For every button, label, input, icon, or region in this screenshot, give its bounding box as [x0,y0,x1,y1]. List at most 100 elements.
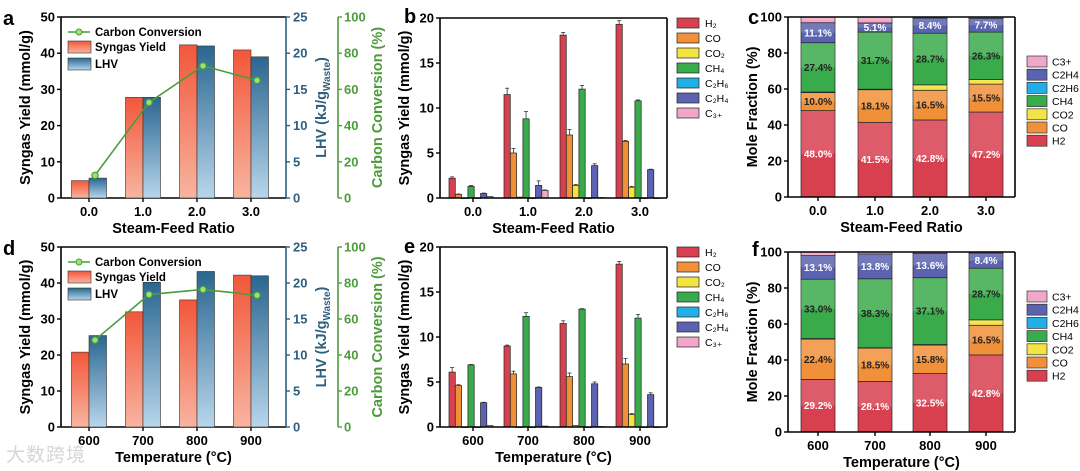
bar-ch4 [634,317,642,428]
segment-highlight [913,90,947,106]
y-tick-label: 15 [420,56,434,71]
segment-highlight [801,379,835,406]
x-tick-label: 2.0 [575,204,593,219]
bar-syngas-yield [233,49,252,199]
panel-c: 48.0% 10.0% 27.4% 11.1% 41.5% 18.1% 31.7% 5.1% 4… [745,7,1079,236]
legend-label: H2 [1052,371,1066,383]
segment-highlight [969,112,1003,155]
segment-co [968,83,1004,113]
x-axis-title: Temperature (°C) [495,450,612,466]
line-carbon-conversion [94,65,258,176]
segment-label: 15.5% [972,94,1000,105]
segment-co [857,89,893,123]
y-tick-label: 0 [427,191,434,206]
segment-highlight [913,373,947,403]
legend-label: C₃₊ [705,337,723,349]
legend-label: CO [705,262,721,274]
segment-highlight [858,22,892,28]
bar-syngas-yield [179,299,198,428]
segment-co [968,324,1004,356]
bar-c2h4 [480,402,488,428]
panel-letter: c [748,7,759,29]
segment-highlight [801,17,835,20]
legend-label: CO [1052,123,1068,135]
legend-swatch [1026,134,1048,147]
x-axis-title: Steam-Feed Ratio [492,221,615,237]
segment-highlight [858,278,892,314]
segment-highlight [801,252,835,254]
y-tick-label: 0 [775,190,782,205]
point-carbon-conversion [91,336,99,344]
segment-highlight [969,84,1003,99]
bar-lhv [88,177,107,199]
segment-label: 8.4% [975,256,998,267]
legend-swatch-syngas [67,40,92,54]
x-tick-label: 3.0 [977,203,995,218]
y3-tick-label: 40 [344,118,358,133]
y3-tick-label: 20 [344,384,358,399]
segment-highlight [913,18,947,26]
bar-lhv [250,56,269,199]
legend-swatch [676,92,700,104]
segment-label: 48.0% [804,149,832,160]
y3-tick-label: 100 [344,240,366,255]
segment-highlight [969,32,1003,56]
y2-tick-label: 5 [293,154,300,169]
segment-co [857,347,893,382]
x-tick-label: 600 [462,433,484,448]
segment-label: 13.6% [916,261,944,272]
bar-co [565,134,573,199]
point-carbon-conversion [253,76,261,85]
bar-syngas-yield [179,44,198,199]
segment-label: 10.0% [804,97,832,108]
legend-swatch [676,321,700,333]
segment-label: 29.2% [804,401,832,412]
legend-swatch [1026,95,1048,107]
bar-h2 [559,323,567,428]
legend-label: CH₄ [705,292,724,304]
bar-co [565,376,573,428]
bar-h2 [448,177,456,199]
legend-label: C₂H₄ [705,322,729,334]
segment-c2h4 [857,253,893,280]
bar-ch4 [634,100,642,199]
segment-ch4 [968,267,1004,321]
x-tick-label: 0.0 [80,204,98,219]
segment-highlight [969,268,1003,295]
y-tick-label: 50 [41,10,55,25]
segment-label: 22.4% [804,355,832,366]
y2-tick-label: 15 [293,82,307,97]
x-tick-label: 600 [807,438,829,453]
segment-ch4 [800,42,836,93]
legend-label: Carbon Conversion [95,27,202,39]
segment-highlight [913,345,947,360]
legend-swatch [1026,82,1048,94]
x-tick-label: 2.0 [188,204,206,219]
legend-label: Syngas Yield [95,272,166,284]
x-tick-label: 600 [78,433,100,448]
y3-tick-label: 80 [344,276,358,291]
legend-swatch-lhv [67,287,92,301]
x-tick-label: 900 [629,433,651,448]
y2-title-sub: Waste [322,291,333,321]
legend-swatch [1026,317,1048,329]
y-tick-label: 5 [427,146,434,161]
panel-f: 29.2% 22.4% 33.0% 13.1% 28.1% 18.5% 38.3% 13.8%… [745,239,1079,471]
legend-label: H₂ [705,247,717,259]
legend-label: LHV [95,289,118,301]
legend-swatch [1026,330,1048,342]
legend-swatch [676,306,700,318]
legend-label: CH₄ [705,63,724,75]
bar-co2 [628,414,636,428]
legend-label: C₃₊ [705,108,723,120]
y3-tick-label: 0 [344,191,351,206]
y2-title-end: ) [314,286,330,291]
legend-label: C3+ [1052,292,1072,304]
segment-highlight [858,89,892,107]
segment-highlight [858,32,892,61]
panel-letter: a [3,8,15,30]
segment-label: 7.7% [975,21,998,32]
bar-c3+ [541,190,549,199]
